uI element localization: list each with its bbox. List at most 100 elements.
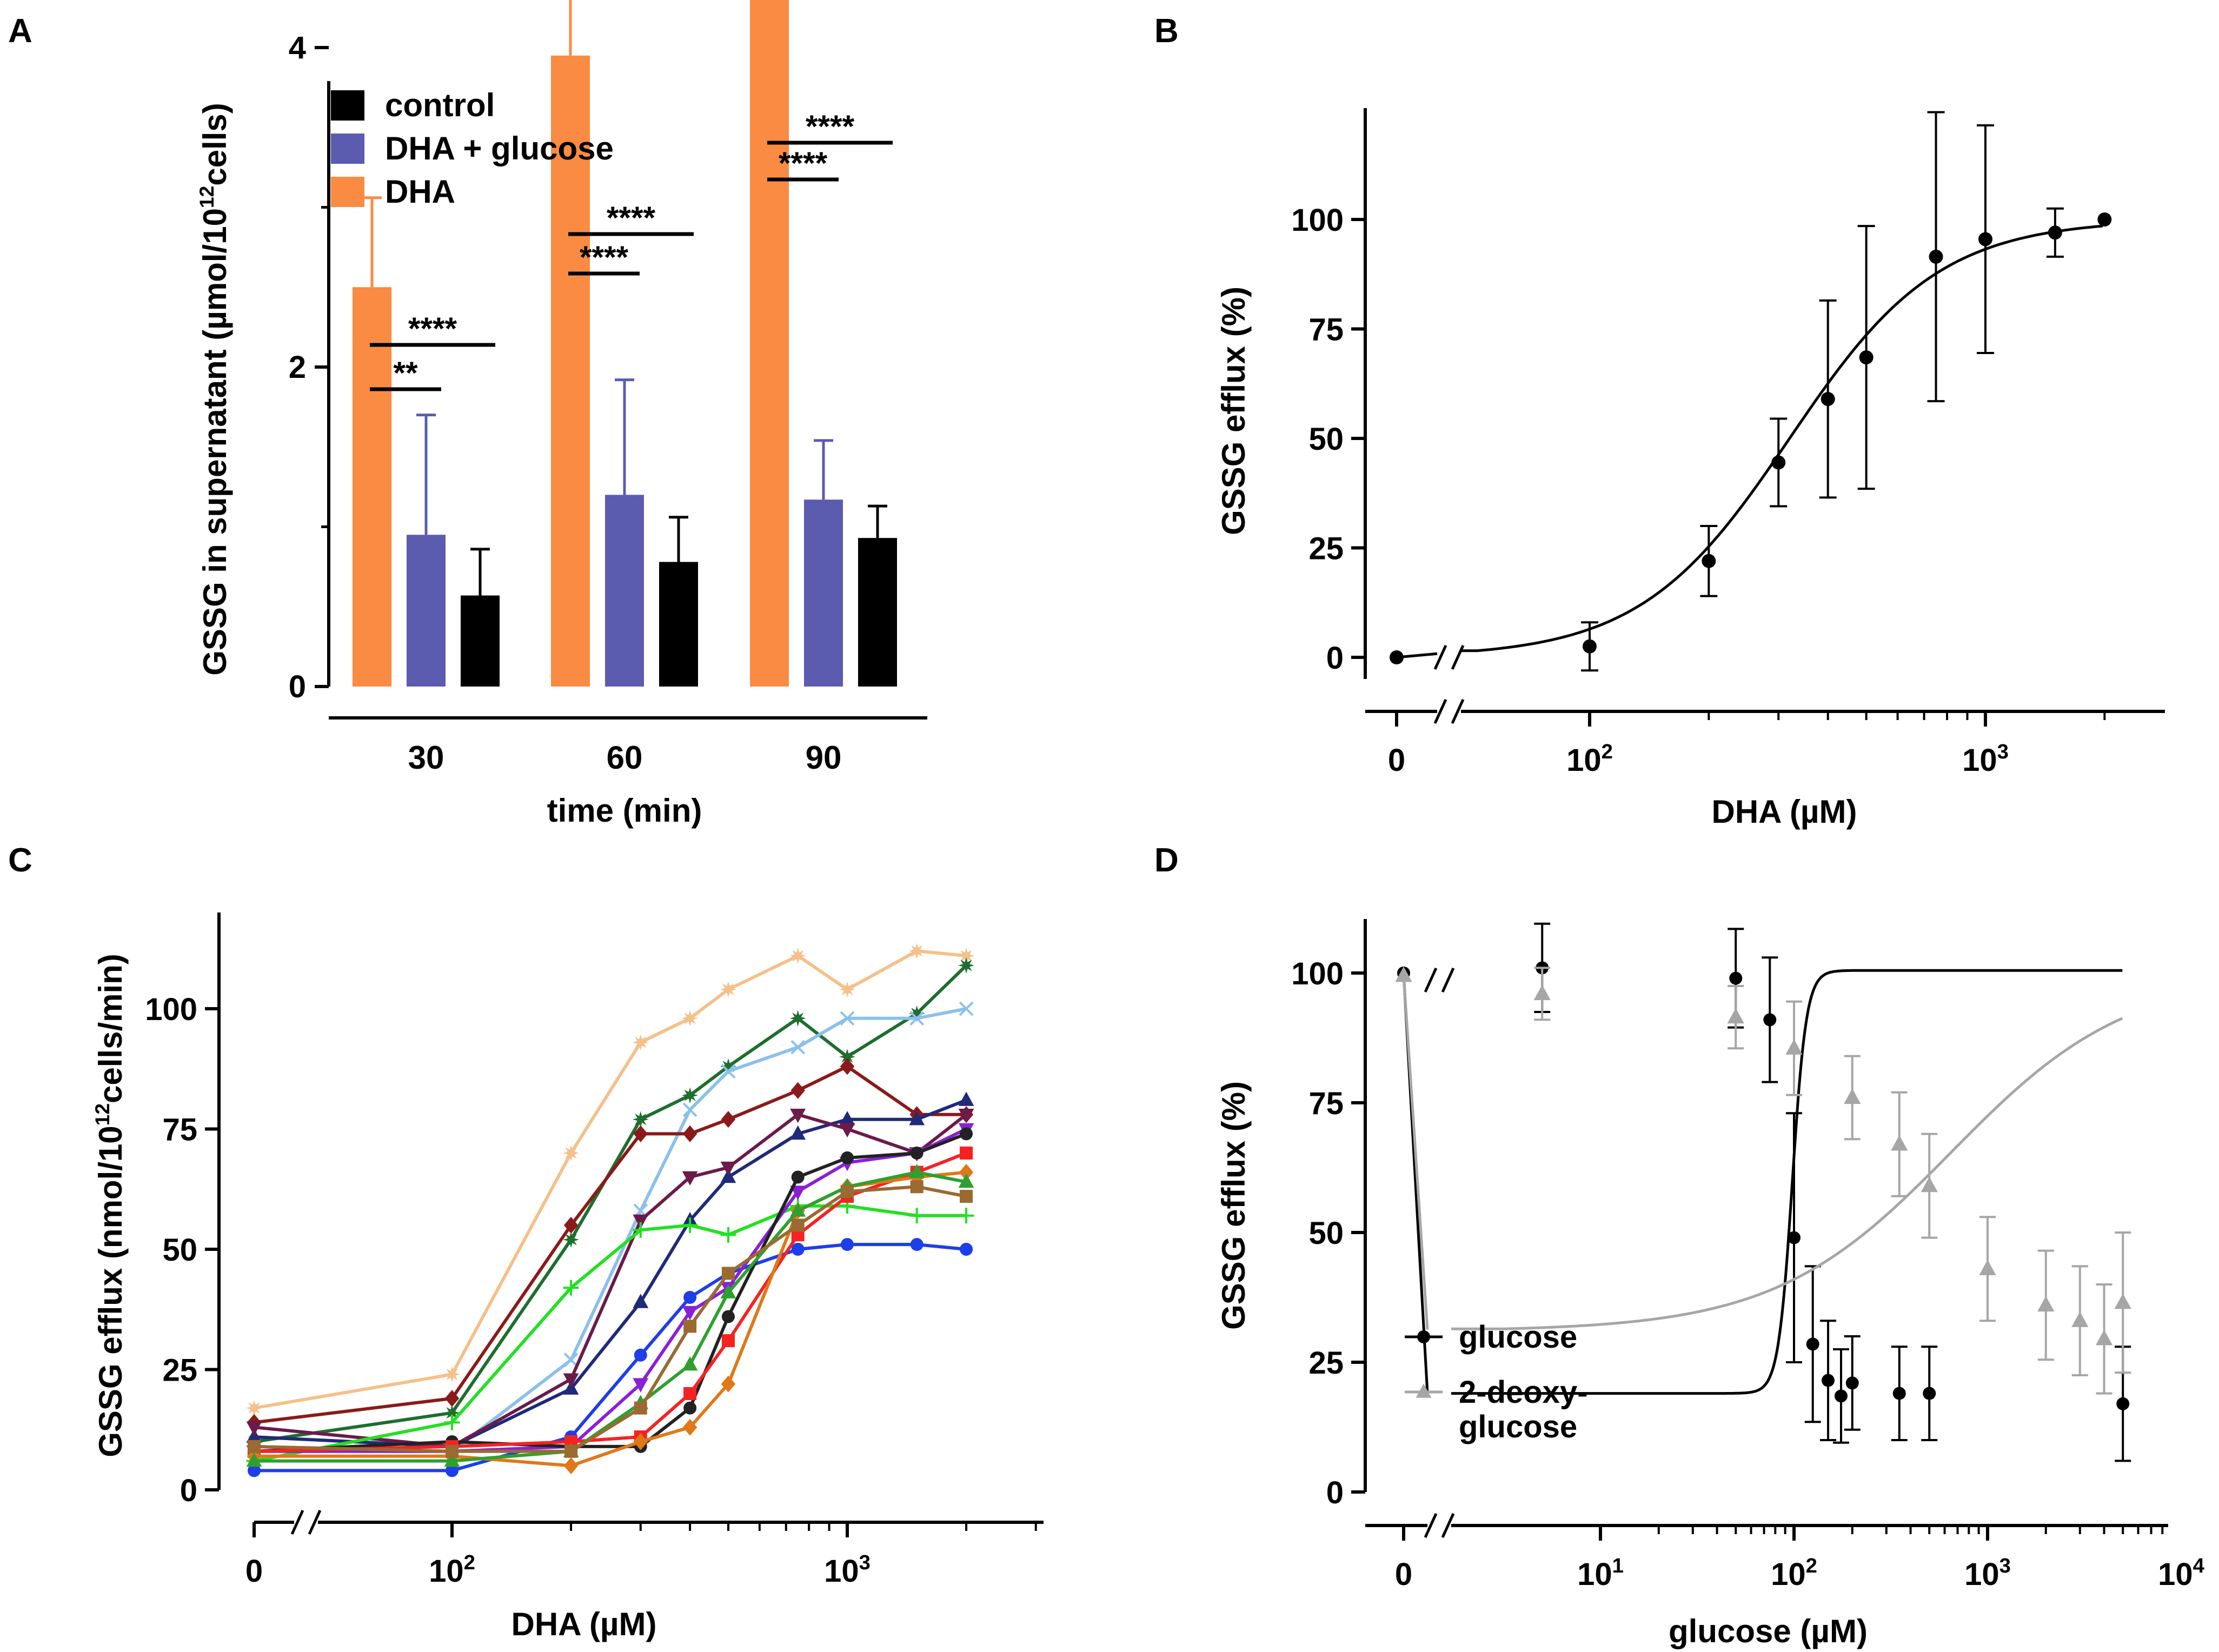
data-point	[841, 1151, 854, 1164]
data-point	[444, 1366, 460, 1383]
data-break	[1424, 967, 1455, 993]
x-tick-label-base: 10	[1962, 743, 1997, 778]
y-tick-label: 100	[1291, 203, 1344, 238]
data-point	[1845, 1376, 1859, 1390]
y-axis-title-rest: cells/min)	[92, 954, 129, 1103]
data-point	[909, 1208, 925, 1224]
data-point	[720, 1284, 736, 1298]
data-point	[721, 1064, 736, 1079]
x-axis-title: DHA (µM)	[1712, 794, 1857, 830]
data-point	[683, 1320, 697, 1333]
y-tick-label: 0	[1326, 641, 1344, 676]
y-axis-title-rest: cells)	[197, 103, 233, 185]
data-point	[790, 1185, 806, 1200]
series-line	[254, 1170, 967, 1468]
series-line	[254, 1007, 967, 1453]
data-point	[1771, 455, 1786, 470]
data-point	[1533, 984, 1551, 1001]
x-tick-label: 103	[1964, 1554, 2011, 1592]
bar	[858, 538, 897, 687]
x-axis-title: time (min)	[547, 792, 702, 829]
significance-label: ****	[408, 311, 457, 347]
data-point	[1978, 232, 1992, 247]
x-tick-label: 60	[607, 740, 643, 776]
data-point	[1702, 554, 1716, 568]
data-point	[2114, 1293, 2131, 1309]
panel-label-a: A	[8, 12, 32, 50]
x-tick-label-base: 0	[245, 1554, 263, 1589]
data-point	[2071, 1311, 2089, 1327]
data-point	[841, 1238, 854, 1251]
data-point	[444, 1415, 460, 1430]
data-point	[632, 1034, 649, 1051]
data-point	[563, 1353, 579, 1368]
significance-label: ****	[806, 109, 855, 144]
data-point	[721, 1375, 736, 1393]
x-tick-label: 0	[1388, 743, 1405, 778]
series-s4	[247, 1058, 974, 1431]
data-point	[1929, 249, 1943, 264]
data-point	[790, 1082, 805, 1099]
series-line	[254, 1064, 967, 1424]
data-point	[1891, 1135, 1908, 1151]
y-axis-title-main: GSSG in supernatant (µmol/10	[197, 208, 233, 676]
data-point	[1395, 966, 1412, 982]
data-point	[682, 1171, 698, 1186]
x-tick-label-base: 10	[1566, 743, 1602, 778]
bar	[659, 562, 698, 687]
data-point	[910, 1180, 924, 1194]
data-point	[444, 1453, 460, 1467]
data-point	[248, 1440, 261, 1453]
data-point	[683, 1291, 697, 1304]
x-axis-break	[290, 1509, 322, 1535]
y-axis-title: GSSG efflux (%)	[1215, 287, 1252, 535]
data-point	[1892, 1387, 1906, 1400]
significance-label: ****	[779, 146, 828, 181]
data-point	[960, 1147, 973, 1160]
data-point	[721, 1111, 736, 1128]
significance-label: ****	[580, 240, 629, 275]
panel-label-b: B	[1154, 12, 1179, 50]
data-point	[1785, 1039, 1803, 1055]
x-tick-label-base: 10	[429, 1554, 464, 1589]
data-point	[632, 1111, 649, 1128]
series-line	[254, 1170, 967, 1463]
data-point	[958, 957, 975, 974]
legend-swatch	[331, 90, 364, 121]
data-point	[910, 1147, 924, 1160]
x-tick-label: 102	[1771, 1554, 1817, 1592]
x-axis-break	[1424, 1513, 1455, 1538]
series-line	[254, 1243, 967, 1473]
data-point	[839, 1111, 855, 1125]
y-axis-title-sup: 12	[91, 1103, 114, 1125]
x-tick-label-exp: 3	[859, 1551, 871, 1574]
data-point	[682, 1356, 698, 1371]
legend-label: control	[385, 87, 495, 123]
y-tick-label: 75	[162, 1113, 197, 1148]
x-tick-label: 30	[408, 740, 444, 776]
data-point	[634, 1348, 647, 1362]
legend-label: 2-deoxy-	[1459, 1375, 1588, 1410]
data-point	[563, 1145, 580, 1161]
data-point	[633, 1294, 649, 1308]
x-tick-label: 104	[2158, 1554, 2205, 1592]
data-point	[1835, 1389, 1848, 1403]
fit-curve	[1396, 224, 2103, 659]
data-point	[909, 1011, 925, 1026]
data-point	[1923, 1387, 1936, 1400]
legend-swatch	[331, 134, 364, 164]
bar	[353, 287, 391, 687]
significance-label: ****	[607, 201, 656, 236]
y-tick-label: 25	[1308, 531, 1344, 567]
series-line	[254, 1151, 967, 1453]
y-tick-label: 0	[180, 1473, 197, 1508]
x-tick-label: 90	[806, 740, 842, 776]
data-point	[446, 1444, 459, 1458]
data-point	[960, 1127, 973, 1141]
data-point	[682, 1305, 698, 1321]
legend-label: DHA	[385, 174, 455, 210]
data-point	[721, 1267, 735, 1280]
x-tick-label-exp: 3	[1997, 740, 2009, 763]
